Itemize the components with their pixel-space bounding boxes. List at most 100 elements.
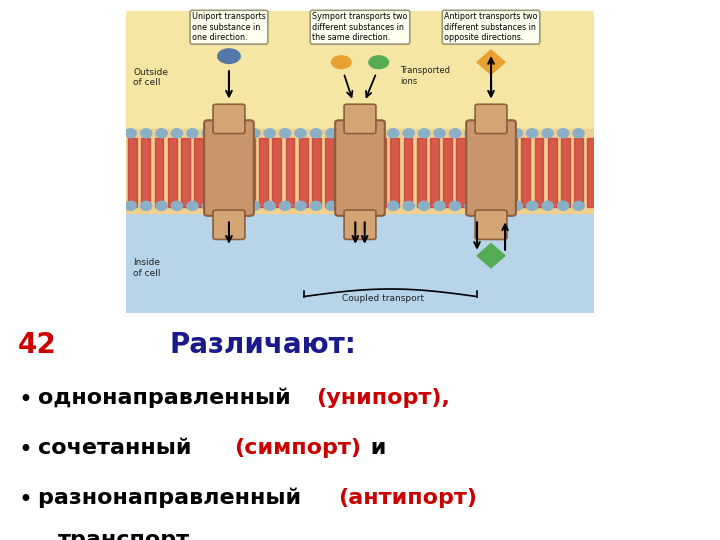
FancyBboxPatch shape — [344, 210, 376, 239]
Bar — [495, 138, 504, 207]
Ellipse shape — [140, 201, 152, 211]
Ellipse shape — [511, 201, 523, 211]
Bar — [508, 138, 517, 207]
Ellipse shape — [202, 129, 214, 138]
Ellipse shape — [233, 201, 244, 211]
Ellipse shape — [465, 129, 476, 138]
Bar — [141, 138, 150, 207]
Ellipse shape — [480, 129, 492, 138]
Bar — [534, 138, 544, 207]
Ellipse shape — [264, 201, 275, 211]
Text: Antiport transports two
different substances in
opposite directions.: Antiport transports two different substa… — [444, 12, 538, 42]
Bar — [377, 138, 386, 207]
Ellipse shape — [156, 201, 167, 211]
Text: Различают:: Различают: — [170, 331, 357, 359]
Bar — [286, 138, 294, 207]
Ellipse shape — [526, 129, 538, 138]
Ellipse shape — [171, 201, 183, 211]
Ellipse shape — [202, 201, 214, 211]
Text: однонаправленный: однонаправленный — [38, 388, 299, 408]
Bar — [272, 138, 282, 207]
Bar — [299, 138, 307, 207]
Ellipse shape — [341, 129, 353, 138]
Text: (антипорт): (антипорт) — [338, 488, 477, 508]
Text: сочетанный: сочетанный — [38, 438, 207, 458]
Ellipse shape — [125, 129, 136, 138]
FancyBboxPatch shape — [475, 210, 507, 239]
Ellipse shape — [480, 201, 492, 211]
Bar — [194, 138, 203, 207]
Text: •: • — [18, 388, 32, 412]
Bar — [456, 138, 465, 207]
Ellipse shape — [248, 201, 260, 211]
Ellipse shape — [125, 201, 136, 211]
Bar — [364, 138, 373, 207]
Ellipse shape — [542, 201, 553, 211]
Ellipse shape — [573, 201, 584, 211]
FancyBboxPatch shape — [213, 210, 245, 239]
Ellipse shape — [326, 129, 337, 138]
Ellipse shape — [310, 129, 322, 138]
Ellipse shape — [557, 129, 569, 138]
Bar — [430, 138, 438, 207]
FancyBboxPatch shape — [213, 104, 245, 133]
Bar — [351, 138, 360, 207]
Ellipse shape — [496, 129, 507, 138]
Bar — [521, 138, 531, 207]
Bar — [259, 138, 269, 207]
Ellipse shape — [187, 201, 198, 211]
Ellipse shape — [264, 129, 275, 138]
Ellipse shape — [279, 201, 291, 211]
Bar — [168, 138, 176, 207]
Text: Symport transports two
different substances in
the same direction.: Symport transports two different substan… — [312, 12, 408, 42]
Ellipse shape — [511, 129, 523, 138]
Ellipse shape — [295, 129, 306, 138]
Ellipse shape — [573, 129, 584, 138]
Bar — [548, 138, 557, 207]
Ellipse shape — [217, 129, 229, 138]
Bar — [417, 138, 426, 207]
Ellipse shape — [434, 201, 445, 211]
FancyBboxPatch shape — [336, 120, 384, 216]
Bar — [128, 138, 138, 207]
Bar — [233, 138, 242, 207]
Bar — [246, 138, 255, 207]
Bar — [155, 138, 163, 207]
Ellipse shape — [418, 129, 430, 138]
Bar — [403, 138, 413, 207]
Bar — [181, 138, 189, 207]
Ellipse shape — [387, 201, 399, 211]
Bar — [325, 138, 334, 207]
FancyBboxPatch shape — [467, 120, 516, 216]
Ellipse shape — [465, 201, 476, 211]
Bar — [482, 138, 491, 207]
Text: Uniport transports
one substance in
one direction.: Uniport transports one substance in one … — [192, 12, 266, 42]
Ellipse shape — [449, 129, 461, 138]
Bar — [207, 138, 216, 207]
Ellipse shape — [403, 129, 414, 138]
Bar — [338, 138, 347, 207]
Text: (симпорт): (симпорт) — [234, 438, 361, 458]
Ellipse shape — [217, 49, 240, 63]
Ellipse shape — [233, 129, 244, 138]
Text: транспорт.: транспорт. — [58, 530, 199, 540]
Ellipse shape — [403, 201, 414, 211]
Bar — [587, 138, 596, 207]
Ellipse shape — [434, 129, 445, 138]
Bar — [561, 138, 570, 207]
Bar — [443, 138, 451, 207]
Text: •: • — [18, 438, 32, 462]
Text: Coupled transport: Coupled transport — [343, 294, 424, 302]
Bar — [126, 129, 594, 213]
Ellipse shape — [171, 129, 183, 138]
Ellipse shape — [279, 129, 291, 138]
Ellipse shape — [387, 129, 399, 138]
Ellipse shape — [369, 56, 389, 69]
Ellipse shape — [526, 201, 538, 211]
Ellipse shape — [248, 129, 260, 138]
Text: •: • — [18, 488, 32, 512]
Ellipse shape — [449, 201, 461, 211]
Ellipse shape — [140, 129, 152, 138]
Text: Outside
of cell: Outside of cell — [133, 68, 168, 87]
Ellipse shape — [356, 129, 368, 138]
